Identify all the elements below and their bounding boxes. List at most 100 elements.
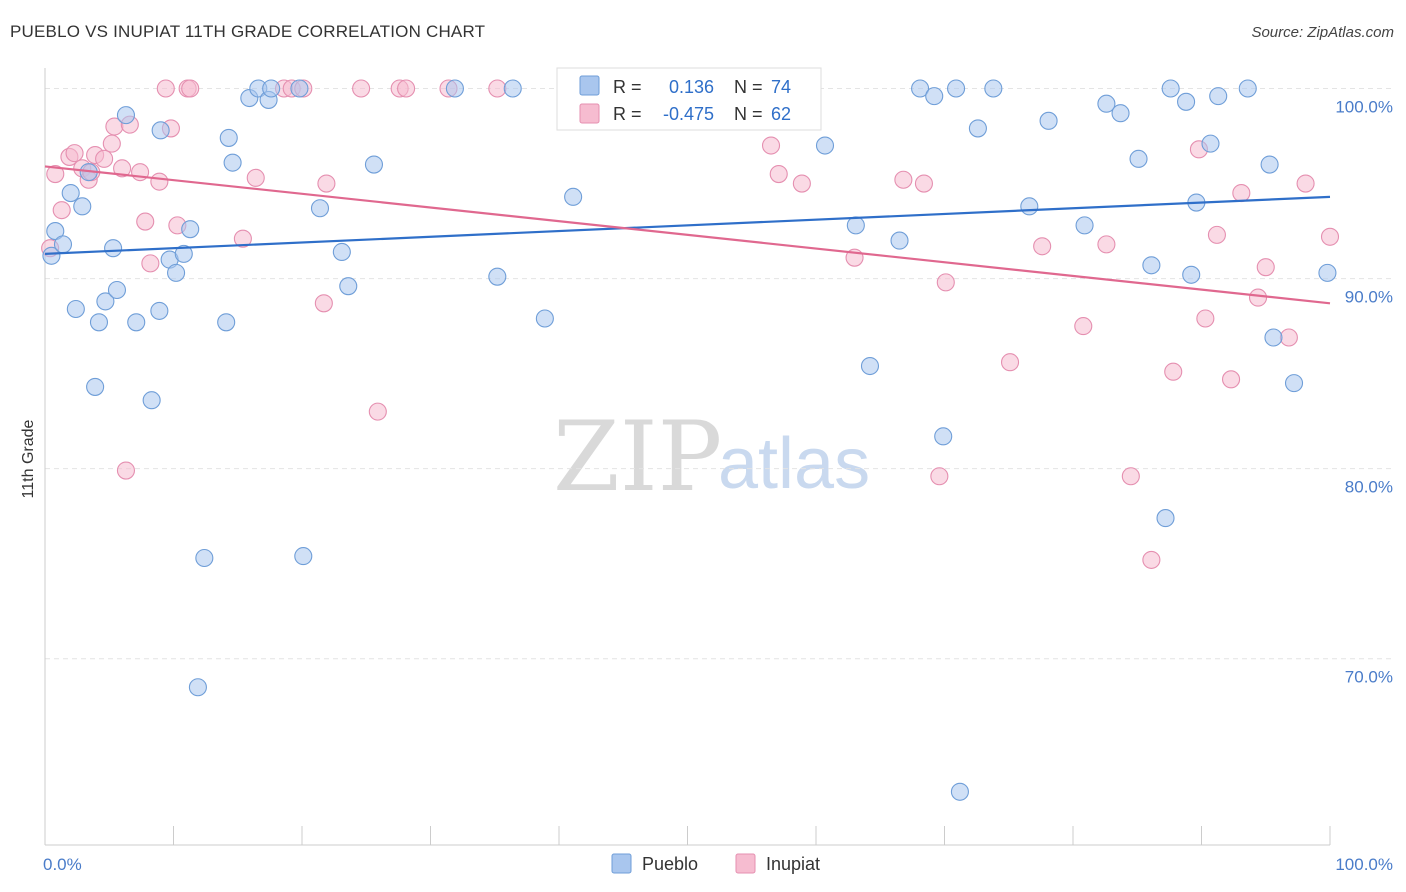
pueblo-point [846, 216, 865, 235]
pueblo-point [195, 548, 214, 568]
inupiat-r-value: -0.475 [663, 104, 714, 124]
pueblo-point [925, 87, 944, 106]
pueblo-point [339, 277, 358, 296]
inupiat-point [1279, 328, 1298, 347]
pueblo-point [815, 136, 835, 155]
pueblo-point [96, 292, 115, 311]
x-tick-label: 0.0% [43, 855, 82, 874]
pueblo-point [174, 244, 193, 263]
pueblo-point [150, 301, 169, 320]
y-tick-label: 100.0% [1335, 98, 1393, 117]
axes [44, 68, 1331, 846]
pueblo-series-label: Pueblo [642, 854, 698, 874]
pueblo-point [1318, 263, 1337, 282]
y-axis-label: 11th Grade [20, 419, 37, 498]
inupiat-point [1164, 362, 1183, 381]
pueblo-point [1039, 111, 1058, 130]
inupiat-legend-swatch [579, 103, 600, 124]
y-tick-label: 90.0% [1345, 288, 1393, 307]
inupiat-point [246, 168, 265, 187]
pueblo-point [310, 199, 330, 218]
inupiat-point [314, 294, 333, 313]
y-tick-label: 80.0% [1345, 478, 1393, 497]
pueblo-point [535, 309, 554, 328]
x-tick-labels: 0.0% 100.0% [43, 855, 1393, 874]
pueblo-n-value: 74 [771, 77, 791, 97]
pueblo-point [86, 377, 105, 396]
pueblo-point [104, 239, 123, 258]
stats-legend: R = 0.136 N = 74 R = -0.475 N = 62 [556, 67, 822, 131]
inupiat-point [769, 164, 788, 184]
inupiat-point [1074, 317, 1093, 336]
inupiat-point [113, 159, 132, 178]
inupiat-point [156, 79, 175, 98]
pueblo-point [1201, 134, 1220, 153]
inupiat-point [102, 134, 121, 153]
pueblo-point [445, 79, 464, 98]
pueblo-point [1260, 155, 1279, 174]
pueblo-point [1020, 197, 1039, 216]
pueblo-point [1238, 79, 1257, 98]
pueblo-point [223, 153, 242, 172]
pueblo-r-label: R = [613, 77, 642, 97]
pueblo-point [934, 427, 953, 446]
pueblo-point [73, 197, 92, 216]
inupiat-point [1142, 550, 1161, 569]
inupiat-trend-line [44, 165, 1331, 305]
pueblo-point [188, 678, 207, 697]
pueblo-legend-swatch [579, 75, 600, 96]
inupiat-point [141, 254, 160, 273]
trend-lines [44, 165, 1331, 305]
y-tick-labels: 100.0% 90.0% 80.0% 70.0% [1335, 98, 1393, 687]
pueblo-r-value: 0.136 [669, 77, 714, 97]
pueblo-trend-line [44, 195, 1331, 255]
pueblo-point [167, 263, 186, 282]
chart-title: PUEBLO VS INUPIAT 11TH GRADE CORRELATION… [10, 22, 486, 41]
pueblo-point [890, 231, 909, 250]
inupiat-point [894, 170, 913, 189]
pueblo-point [1161, 79, 1180, 98]
pueblo-point [42, 246, 61, 265]
inupiat-point [46, 164, 65, 184]
pueblo-series-swatch [611, 853, 632, 874]
pueblo-point [332, 242, 351, 262]
y-tick-label: 70.0% [1345, 668, 1393, 687]
source-label: Source: ZipAtlas.com [1251, 24, 1394, 41]
pueblo-point [116, 106, 136, 125]
inupiat-point [936, 273, 955, 292]
inupiat-point [352, 79, 371, 98]
pueblo-point [1156, 509, 1175, 528]
pueblo-point [61, 184, 80, 203]
inupiat-point [1033, 237, 1052, 256]
inupiat-series-swatch [735, 853, 756, 874]
pueblo-point [968, 119, 987, 138]
inupiat-point [95, 149, 114, 168]
inupiat-point [1097, 235, 1116, 254]
pueblo-point [151, 121, 170, 140]
pueblo-point [984, 79, 1003, 98]
gridlines [45, 88, 1393, 660]
inupiat-point [52, 201, 71, 220]
pueblo-point [860, 356, 880, 376]
pueblo-point [181, 220, 200, 239]
pueblo-points [42, 79, 1337, 801]
pueblo-point [1284, 374, 1304, 393]
inupiat-point [488, 79, 507, 98]
pueblo-point [1111, 104, 1130, 123]
inupiat-point [1232, 184, 1251, 203]
inupiat-points [41, 79, 1340, 569]
pueblo-point [142, 391, 161, 410]
inupiat-point [397, 79, 416, 98]
pueblo-point [66, 299, 85, 319]
pueblo-point [364, 155, 384, 174]
inupiat-point [1222, 370, 1241, 389]
inupiat-point [368, 402, 387, 421]
inupiat-point [136, 212, 155, 231]
inupiat-point [1196, 309, 1215, 328]
pueblo-point [1075, 216, 1094, 235]
pueblo-point [1177, 92, 1196, 111]
inupiat-point [1248, 288, 1268, 307]
pueblo-point [1209, 87, 1228, 106]
inupiat-series-label: Inupiat [766, 854, 820, 874]
pueblo-point [1129, 149, 1148, 168]
